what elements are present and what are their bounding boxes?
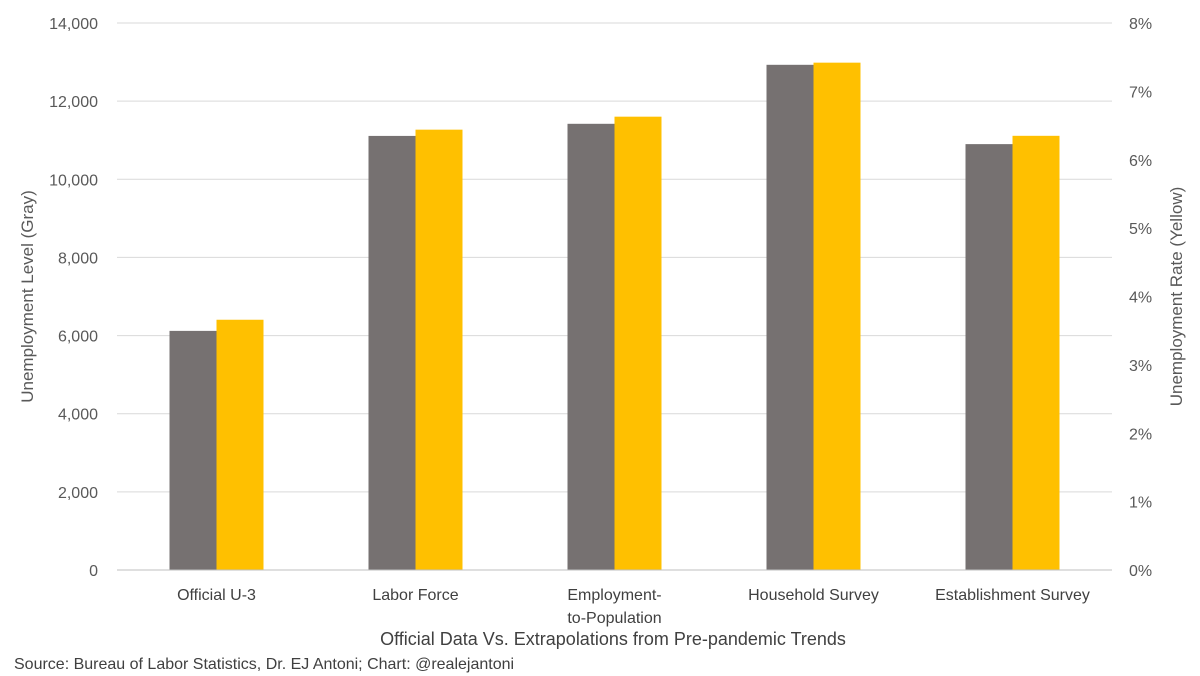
- category-label: Household Survey: [748, 587, 879, 604]
- right-tick-label: 0%: [1129, 563, 1152, 580]
- category-label: Employment-: [567, 587, 661, 604]
- right-tick-label: 6%: [1129, 153, 1152, 170]
- left-tick-label: 8,000: [58, 250, 98, 267]
- left-tick-label: 0: [89, 563, 98, 580]
- right-tick-label: 2%: [1129, 426, 1152, 443]
- left-tick-label: 2,000: [58, 485, 98, 502]
- bars: [169, 62, 1060, 571]
- left-tick-label: 10,000: [49, 172, 98, 189]
- right-tick-label: 5%: [1129, 221, 1152, 238]
- right-axis-ticks: 0% 1% 2% 3% 4% 5% 6% 7% 8%: [1129, 16, 1152, 580]
- category-label: Official U-3: [177, 587, 256, 604]
- left-tick-label: 12,000: [49, 94, 98, 111]
- left-axis-title: Unemployment Level (Gray): [18, 190, 37, 403]
- right-tick-label: 3%: [1129, 358, 1152, 375]
- left-tick-label: 14,000: [49, 16, 98, 33]
- bar-unemployment-level: [965, 144, 1013, 570]
- right-tick-label: 1%: [1129, 495, 1152, 512]
- right-tick-label: 8%: [1129, 16, 1152, 33]
- source-note: Source: Bureau of Labor Statistics, Dr. …: [14, 656, 514, 673]
- right-tick-label: 4%: [1129, 290, 1152, 307]
- category-label: Establishment Survey: [935, 587, 1090, 604]
- right-tick-label: 7%: [1129, 84, 1152, 101]
- category-label: Labor Force: [372, 587, 458, 604]
- bar-unemployment-rate: [813, 62, 861, 570]
- bar-unemployment-level: [169, 330, 217, 570]
- category-labels: Official U-3 Labor Force Employment-to-Pop…: [177, 587, 1090, 627]
- left-tick-label: 4,000: [58, 407, 98, 424]
- x-axis-title: Official Data Vs. Extrapolations from Pr…: [380, 629, 846, 649]
- bar-unemployment-rate: [614, 116, 662, 570]
- bar-unemployment-rate: [1012, 135, 1060, 570]
- right-axis-title: Unemployment Rate (Yellow): [1167, 187, 1186, 407]
- left-tick-label: 6,000: [58, 329, 98, 346]
- bar-unemployment-rate: [415, 129, 463, 571]
- bar-unemployment-level: [567, 123, 615, 570]
- bar-unemployment-rate: [216, 319, 264, 570]
- left-axis-ticks: 0 2,000 4,000 6,000 8,000 10,000 12,000 14,000: [49, 16, 98, 580]
- category-label: to-Population: [567, 610, 661, 627]
- bar-unemployment-level: [766, 64, 814, 570]
- bar-unemployment-level: [368, 135, 416, 570]
